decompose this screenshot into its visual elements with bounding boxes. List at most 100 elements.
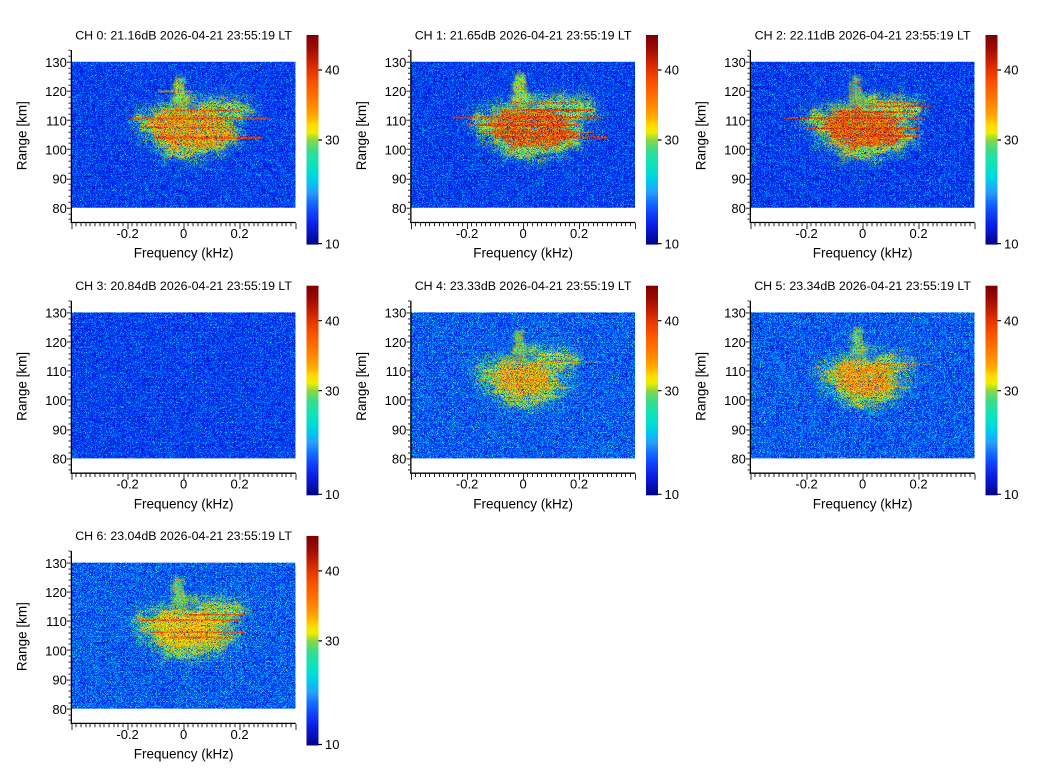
svg-text:40: 40 bbox=[1004, 313, 1018, 328]
svg-text:100: 100 bbox=[45, 393, 67, 408]
svg-text:-0.2: -0.2 bbox=[456, 477, 478, 492]
svg-text:90: 90 bbox=[392, 422, 406, 437]
svg-text:120: 120 bbox=[724, 335, 746, 350]
svg-text:30: 30 bbox=[665, 133, 679, 148]
svg-text:Frequency (kHz): Frequency (kHz) bbox=[134, 496, 234, 511]
svg-text:-0.2: -0.2 bbox=[116, 477, 138, 492]
svg-text:Frequency (kHz): Frequency (kHz) bbox=[134, 747, 234, 762]
svg-text:100: 100 bbox=[385, 393, 407, 408]
svg-text:Range [km]: Range [km] bbox=[694, 101, 709, 170]
svg-text:0: 0 bbox=[180, 477, 187, 492]
svg-text:10: 10 bbox=[325, 737, 339, 752]
svg-text:110: 110 bbox=[46, 113, 67, 128]
svg-text:Range [km]: Range [km] bbox=[354, 352, 369, 421]
svg-text:90: 90 bbox=[731, 172, 745, 187]
svg-text:120: 120 bbox=[45, 84, 67, 99]
svg-text:120: 120 bbox=[385, 335, 407, 350]
svg-text:CH 2: 22.11dB 2026-04-21 23:55: CH 2: 22.11dB 2026-04-21 23:55:19 LT bbox=[755, 28, 971, 42]
svg-text:-0.2: -0.2 bbox=[116, 226, 138, 241]
svg-text:80: 80 bbox=[731, 452, 745, 467]
svg-text:90: 90 bbox=[52, 673, 66, 688]
svg-text:Range [km]: Range [km] bbox=[354, 101, 369, 170]
svg-text:Range [km]: Range [km] bbox=[15, 602, 30, 671]
svg-text:0.2: 0.2 bbox=[910, 226, 928, 241]
svg-text:0: 0 bbox=[859, 477, 866, 492]
svg-text:30: 30 bbox=[325, 634, 339, 649]
svg-text:30: 30 bbox=[1004, 133, 1018, 148]
svg-text:10: 10 bbox=[665, 487, 679, 502]
svg-text:-0.2: -0.2 bbox=[795, 226, 817, 241]
svg-text:0: 0 bbox=[519, 477, 526, 492]
svg-text:10: 10 bbox=[1004, 236, 1018, 251]
svg-text:0: 0 bbox=[180, 727, 187, 742]
svg-text:130: 130 bbox=[385, 306, 407, 321]
svg-text:110: 110 bbox=[386, 364, 407, 379]
svg-text:Frequency (kHz): Frequency (kHz) bbox=[473, 496, 573, 511]
svg-text:100: 100 bbox=[45, 643, 67, 658]
svg-text:40: 40 bbox=[325, 63, 339, 78]
svg-text:Frequency (kHz): Frequency (kHz) bbox=[473, 246, 573, 261]
svg-text:130: 130 bbox=[385, 55, 407, 70]
svg-text:-0.2: -0.2 bbox=[795, 477, 817, 492]
svg-text:100: 100 bbox=[724, 143, 746, 158]
svg-text:30: 30 bbox=[1004, 383, 1018, 398]
svg-text:10: 10 bbox=[1004, 487, 1018, 502]
svg-text:130: 130 bbox=[724, 306, 746, 321]
svg-text:80: 80 bbox=[52, 201, 66, 216]
svg-text:Frequency (kHz): Frequency (kHz) bbox=[134, 246, 234, 261]
svg-text:Range [km]: Range [km] bbox=[15, 101, 30, 170]
svg-text:CH 1: 21.65dB 2026-04-21 23:55: CH 1: 21.65dB 2026-04-21 23:55:19 LT bbox=[415, 28, 632, 42]
svg-text:110: 110 bbox=[46, 364, 67, 379]
svg-text:120: 120 bbox=[45, 585, 67, 600]
svg-text:10: 10 bbox=[325, 487, 339, 502]
svg-text:90: 90 bbox=[731, 422, 745, 437]
svg-text:10: 10 bbox=[665, 236, 679, 251]
svg-text:100: 100 bbox=[45, 143, 67, 158]
svg-text:100: 100 bbox=[385, 143, 407, 158]
svg-text:40: 40 bbox=[665, 63, 679, 78]
svg-text:40: 40 bbox=[665, 313, 679, 328]
svg-text:30: 30 bbox=[665, 383, 679, 398]
svg-text:130: 130 bbox=[45, 306, 67, 321]
svg-text:0.2: 0.2 bbox=[570, 226, 588, 241]
svg-text:30: 30 bbox=[325, 383, 339, 398]
svg-text:0.2: 0.2 bbox=[910, 477, 928, 492]
svg-text:0: 0 bbox=[519, 226, 526, 241]
svg-text:80: 80 bbox=[52, 702, 66, 717]
svg-text:120: 120 bbox=[45, 335, 67, 350]
svg-text:80: 80 bbox=[52, 452, 66, 467]
svg-text:90: 90 bbox=[52, 422, 66, 437]
svg-text:80: 80 bbox=[731, 201, 745, 216]
svg-text:0: 0 bbox=[859, 226, 866, 241]
svg-text:90: 90 bbox=[392, 172, 406, 187]
svg-text:10: 10 bbox=[325, 236, 339, 251]
svg-text:Range [km]: Range [km] bbox=[694, 352, 709, 421]
svg-text:0.2: 0.2 bbox=[570, 477, 588, 492]
svg-text:0: 0 bbox=[180, 226, 187, 241]
svg-text:80: 80 bbox=[392, 452, 406, 467]
svg-text:80: 80 bbox=[392, 201, 406, 216]
svg-text:100: 100 bbox=[724, 393, 746, 408]
svg-text:40: 40 bbox=[325, 564, 339, 579]
svg-text:30: 30 bbox=[325, 133, 339, 148]
svg-text:0.2: 0.2 bbox=[231, 727, 249, 742]
svg-text:40: 40 bbox=[1004, 63, 1018, 78]
svg-text:110: 110 bbox=[386, 113, 407, 128]
svg-text:120: 120 bbox=[724, 84, 746, 99]
svg-text:110: 110 bbox=[725, 364, 746, 379]
svg-text:Range [km]: Range [km] bbox=[15, 352, 30, 421]
svg-text:-0.2: -0.2 bbox=[456, 226, 478, 241]
svg-text:Frequency (kHz): Frequency (kHz) bbox=[813, 496, 913, 511]
svg-text:90: 90 bbox=[52, 172, 66, 187]
svg-text:120: 120 bbox=[385, 84, 407, 99]
svg-text:CH 6: 23.04dB 2026-04-21 23:55: CH 6: 23.04dB 2026-04-21 23:55:19 LT bbox=[75, 529, 292, 543]
svg-text:CH 0: 21.16dB 2026-04-21 23:55: CH 0: 21.16dB 2026-04-21 23:55:19 LT bbox=[75, 28, 292, 42]
svg-text:-0.2: -0.2 bbox=[116, 727, 138, 742]
svg-text:110: 110 bbox=[46, 614, 67, 629]
svg-text:CH 3: 20.84dB 2026-04-21 23:55: CH 3: 20.84dB 2026-04-21 23:55:19 LT bbox=[75, 279, 292, 293]
svg-text:130: 130 bbox=[45, 556, 67, 571]
svg-text:110: 110 bbox=[725, 113, 746, 128]
svg-text:130: 130 bbox=[724, 55, 746, 70]
svg-text:0.2: 0.2 bbox=[231, 226, 249, 241]
svg-text:Frequency (kHz): Frequency (kHz) bbox=[813, 246, 913, 261]
